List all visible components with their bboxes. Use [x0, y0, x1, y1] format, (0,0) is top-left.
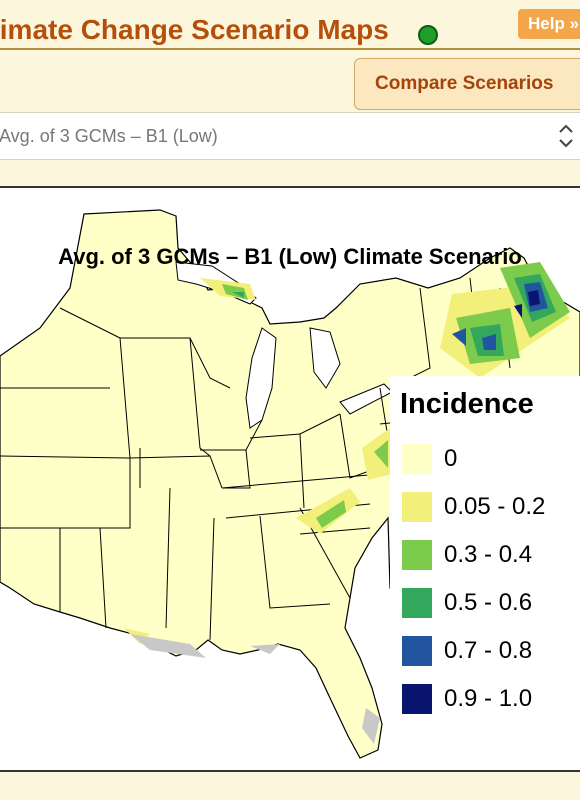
- legend-swatch: [402, 636, 432, 666]
- select-chevron-icon[interactable]: [556, 118, 576, 154]
- page-title: limate Change Scenario Maps: [0, 14, 389, 45]
- scenario-map[interactable]: [0, 188, 580, 772]
- legend-swatch: [402, 588, 432, 618]
- map-title: Avg. of 3 GCMs – B1 (Low) Climate Scenar…: [58, 244, 522, 269]
- legend-label: 0.5 - 0.6: [444, 589, 533, 616]
- no-data: [130, 634, 380, 744]
- legend-label: 0.3 - 0.4: [444, 541, 533, 568]
- help-button[interactable]: Help »: [518, 9, 580, 39]
- legend-swatch: [402, 492, 432, 522]
- legend-swatch: [402, 684, 432, 714]
- legend-label: 0.9 - 1.0: [444, 685, 533, 712]
- legend-swatch: [402, 540, 432, 570]
- header-divider: [0, 48, 580, 50]
- incidence-max: [514, 290, 540, 318]
- compare-scenarios-button[interactable]: Compare Scenarios: [354, 58, 580, 110]
- status-indicator-icon: [418, 25, 438, 45]
- legend-title: Incidence: [400, 388, 534, 420]
- lake-michigan: [245, 327, 277, 429]
- legend-label: 0: [444, 445, 458, 472]
- legend-label: 0.05 - 0.2: [444, 493, 546, 520]
- legend: Incidence 0 0.05 - 0.2 0.3 - 0.4 0.5 - 0…: [390, 376, 580, 721]
- land-mass: [0, 209, 580, 759]
- legend-swatch: [402, 444, 432, 474]
- legend-label: 0.7 - 0.8: [444, 637, 533, 664]
- lake-huron: [309, 327, 341, 389]
- scenario-select[interactable]: Avg. of 3 GCMs – B1 (Low): [0, 112, 580, 160]
